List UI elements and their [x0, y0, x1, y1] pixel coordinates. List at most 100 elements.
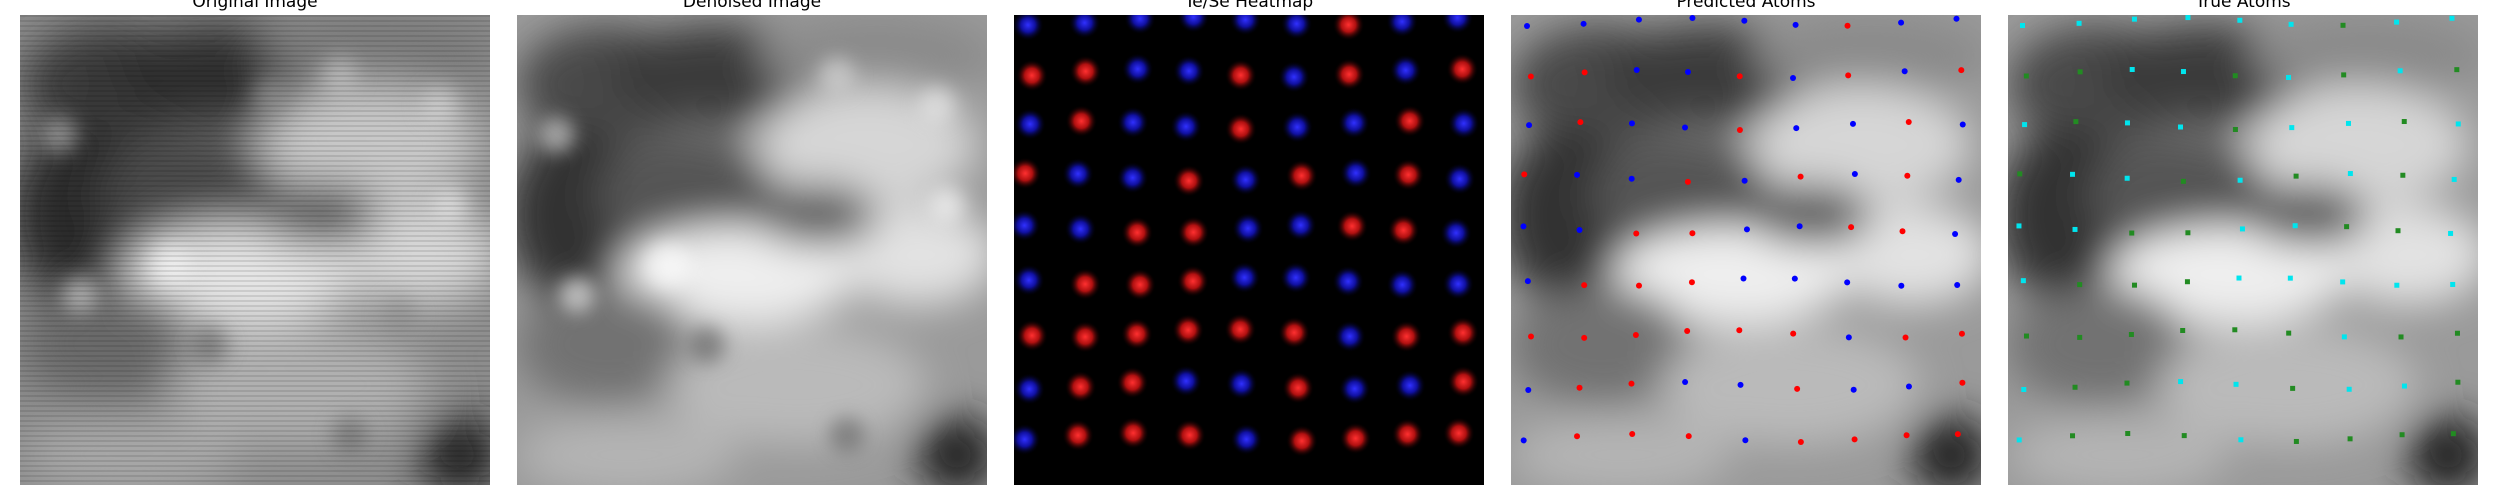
se-heat-spot — [1280, 15, 1313, 40]
true-atom-cyan — [2178, 124, 2184, 130]
predicted-se-atom — [1851, 171, 1858, 178]
te-heat-spot — [1120, 318, 1153, 351]
true-atom-cyan — [2016, 437, 2022, 443]
te-heat-spot — [1285, 159, 1318, 192]
true-atom-cyan — [2289, 125, 2295, 131]
true-atom-green — [2398, 334, 2404, 340]
te-heat-spot — [1172, 314, 1205, 347]
predicted-te-atom — [1790, 330, 1797, 337]
true-atom-cyan — [2401, 383, 2407, 389]
predicted-te-atom — [1736, 126, 1743, 133]
se-heat-spot — [1281, 111, 1314, 144]
predicted-te-atom — [1688, 279, 1695, 286]
predicted-se-atom — [1743, 226, 1750, 233]
se-heat-spot — [1447, 107, 1480, 140]
se-heat-spot — [1225, 367, 1258, 400]
true-atom-cyan — [2178, 379, 2184, 385]
original-image — [20, 15, 490, 485]
true-atom-green — [2232, 126, 2238, 132]
predicted-se-atom — [1520, 437, 1527, 444]
predicted-te-atom — [1689, 230, 1696, 237]
true-atom-green — [2077, 282, 2083, 288]
se-heat-spot — [1116, 106, 1149, 139]
predicted-te-atom — [1521, 171, 1528, 178]
te-heat-spot — [1014, 157, 1042, 190]
predicted-se-atom — [1740, 275, 1747, 282]
predicted-te-atom — [1902, 334, 1909, 341]
predicted-te-atom — [1633, 230, 1640, 237]
predicted-se-atom — [1689, 15, 1696, 22]
predicted-se-atom — [1741, 177, 1748, 184]
true-atom-markers — [2016, 15, 2461, 444]
se-heat-spot — [1172, 55, 1205, 88]
se-heat-spot — [1442, 267, 1475, 300]
te-heat-spot — [1339, 422, 1372, 455]
se-heat-spot — [1443, 162, 1476, 195]
predicted-se-atom — [1633, 67, 1640, 74]
true-atom-green — [2344, 224, 2350, 230]
predicted-se-atom — [1898, 19, 1905, 26]
true-atom-green — [2290, 385, 2296, 391]
true-atom-green — [2184, 279, 2190, 285]
true-atom-green — [2023, 73, 2029, 79]
true-atom-cyan — [2020, 23, 2025, 28]
te-heat-spot — [1447, 365, 1480, 398]
predicted-se-atom — [1954, 281, 1961, 288]
te-heat-spot — [1069, 55, 1102, 88]
te-heat-spot — [1177, 216, 1210, 249]
true-atom-green — [2232, 327, 2238, 333]
true-atom-green — [2124, 380, 2130, 386]
predicted-te-atom — [1958, 330, 1965, 337]
true-atom-green — [2454, 67, 2460, 73]
predicted-se-atom — [1849, 120, 1856, 127]
true-atom-green — [2286, 330, 2292, 336]
panel-title-denoised: Denoised Image — [682, 0, 822, 12]
predicted-se-atom — [1628, 175, 1635, 182]
predicted-te-atom — [1851, 436, 1858, 443]
predicted-se-atom — [1955, 176, 1962, 183]
predicted-se-atom — [1574, 171, 1581, 178]
predicted-se-atom — [1742, 437, 1749, 444]
se-heat-spot — [1339, 157, 1372, 190]
predicted-te-atom — [1527, 73, 1534, 80]
predicted-te-atom — [1527, 333, 1534, 340]
predicted-se-atom — [1796, 223, 1803, 230]
predicted-se-atom — [1850, 386, 1857, 393]
predicted-te-atom — [1581, 282, 1588, 289]
true-atom-cyan — [2020, 278, 2026, 284]
te-heat-spot — [1224, 112, 1257, 145]
predicted-te-atom — [1899, 228, 1906, 235]
predicted-se-atom — [1959, 121, 1966, 128]
predicted-te-atom — [1736, 73, 1743, 80]
true-atom-cyan — [2397, 68, 2403, 74]
true-atom-green — [2185, 230, 2191, 236]
true-atom-green — [2017, 171, 2023, 177]
true-atom-green — [2293, 173, 2299, 179]
se-heat-spot — [1337, 106, 1370, 139]
predicted-se-atom — [1953, 15, 1960, 22]
true-atom-green — [2454, 330, 2460, 336]
true-atom-cyan — [2016, 223, 2022, 229]
te-heat-spot — [1065, 105, 1098, 138]
true-atom-green — [2340, 22, 2346, 28]
predicted-te-atom — [1574, 433, 1581, 440]
predicted-se-atom — [1576, 226, 1583, 233]
predicted-se-atom — [1684, 69, 1691, 76]
te-heat-spot — [1332, 15, 1365, 41]
true-atom-cyan — [2237, 17, 2243, 23]
predicted-se-atom — [1952, 230, 1959, 237]
true-atom-green — [2181, 433, 2187, 439]
true-atom-cyan — [2345, 120, 2351, 126]
te-heat-spot — [1172, 164, 1205, 197]
predicted-te-atom — [1684, 178, 1691, 185]
true-atom-green — [2128, 332, 2134, 338]
true-atom-cyan — [2286, 74, 2292, 80]
predicted-te-atom — [1576, 384, 1583, 391]
te-heat-spot — [1387, 214, 1420, 247]
predicted-te-atom — [1904, 172, 1911, 179]
true-atom-cyan — [2072, 226, 2078, 232]
predicted-atoms-panel — [1511, 15, 1981, 485]
te-heat-spot — [1117, 417, 1150, 450]
true-atom-cyan — [2180, 69, 2186, 75]
predicted-atoms — [1511, 15, 1981, 485]
